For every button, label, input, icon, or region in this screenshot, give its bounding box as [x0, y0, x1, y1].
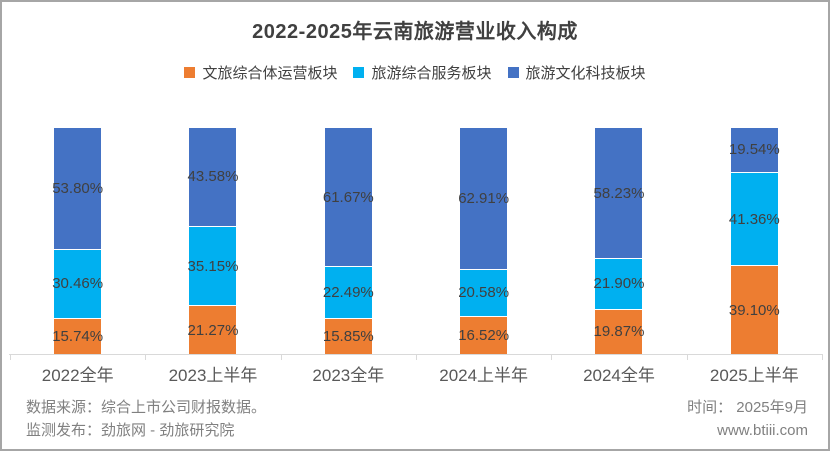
data-label: 43.58%: [187, 168, 239, 186]
bar-group: 62.91% 20.58% 16.52%: [416, 128, 551, 354]
legend-item: 文旅综合体运营板块: [184, 62, 337, 83]
legend-item: 旅游文化科技板块: [507, 62, 646, 83]
axis-tick: [416, 354, 417, 360]
bar-segment-旅游综合服务板块: 30.46%: [52, 249, 104, 318]
bar-segment-旅游文化科技板块: 53.80%: [52, 128, 104, 249]
bar-group: 58.23% 21.90% 19.87%: [551, 128, 686, 354]
stacked-bar: 61.67% 22.49% 15.85%: [322, 128, 374, 354]
legend: 文旅综合体运营板块 旅游综合服务板块 旅游文化科技板块: [2, 62, 828, 83]
bar-segment-文旅综合体运营板块: 21.27%: [187, 306, 239, 354]
data-label: 19.87%: [593, 323, 645, 341]
data-label: 35.15%: [187, 257, 239, 275]
bar-group: 43.58% 35.15% 21.27%: [145, 128, 280, 354]
data-label: 15.85%: [322, 327, 374, 345]
legend-label: 文旅综合体运营板块: [202, 65, 338, 82]
legend-label: 旅游文化科技板块: [525, 65, 646, 82]
bar-segment-旅游综合服务板块: 35.15%: [187, 226, 239, 306]
category-axis: 2022全年 2023上半年 2023全年 2024上半年 2024全年 2025上半年: [10, 361, 822, 386]
category-label: 2023全年: [312, 366, 385, 385]
bar-segment-文旅综合体运营板块: 19.87%: [593, 309, 645, 354]
bar-segment-旅游文化科技板块: 58.23%: [593, 128, 645, 259]
category-label: 2023上半年: [168, 366, 258, 385]
data-label: 58.23%: [593, 184, 645, 202]
bar-segment-旅游文化科技板块: 61.67%: [322, 128, 374, 267]
stacked-bar: 43.58% 35.15% 21.27%: [187, 128, 239, 354]
data-label: 21.90%: [593, 275, 645, 293]
axis-tick: [280, 354, 282, 360]
bar-segment-旅游综合服务板块: 41.36%: [728, 172, 780, 266]
axis-tick: [10, 354, 11, 360]
bar-segment-旅游综合服务板块: 22.49%: [322, 267, 374, 318]
data-source-line: 数据来源：综合上市公司财报数据。: [26, 399, 267, 416]
bar-group: 61.67% 22.49% 15.85%: [281, 128, 416, 354]
category-label: 2022全年: [41, 366, 114, 385]
bar-segment-旅游文化科技板块: 19.54%: [728, 128, 780, 172]
data-label: 20.58%: [458, 284, 510, 302]
bar-group: 19.54% 41.36% 39.10%: [687, 128, 822, 354]
bar-segment-旅游综合服务板块: 21.90%: [593, 259, 645, 309]
data-label: 41.36%: [728, 210, 780, 228]
category-label: 2024上半年: [439, 366, 529, 385]
bar-segment-文旅综合体运营板块: 16.52%: [458, 317, 510, 354]
data-label: 21.27%: [187, 321, 239, 339]
axis-tick: [822, 354, 823, 360]
bar-segment-旅游文化科技板块: 43.58%: [187, 128, 239, 226]
bar-segment-旅游文化科技板块: 62.91%: [458, 128, 510, 269]
time-label: 时间： 2025年9月: [687, 399, 808, 416]
data-label: 15.74%: [52, 327, 104, 345]
legend-label: 旅游综合服务板块: [371, 65, 492, 82]
data-label: 61.67%: [322, 188, 374, 206]
data-label: 39.10%: [728, 301, 780, 319]
data-label: 62.91%: [458, 189, 510, 207]
axis-tick: [551, 354, 553, 360]
website-label: www.btiii.com: [717, 422, 808, 439]
data-label: 16.52%: [458, 327, 510, 344]
bar-group: 53.80% 30.46% 15.74%: [10, 128, 145, 354]
stacked-bar: 62.91% 20.58% 16.52%: [458, 128, 510, 354]
category-label: 2025上半年: [709, 366, 799, 385]
legend-swatch-icon: [507, 67, 519, 78]
footer-source: 数据来源：综合上市公司财报数据。 监测发布：劲旅网 - 劲旅研究院: [26, 396, 266, 442]
axis-tick: [686, 354, 688, 360]
stacked-bar: 19.54% 41.36% 39.10%: [728, 128, 780, 354]
chart-title: 2022-2025年云南旅游营业收入构成: [252, 21, 578, 43]
data-label: 30.46%: [52, 275, 104, 293]
stacked-bar: 58.23% 21.90% 19.87%: [593, 128, 645, 354]
bar-segment-文旅综合体运营板块: 15.85%: [322, 318, 374, 354]
bar-segment-文旅综合体运营板块: 15.74%: [52, 318, 104, 354]
legend-swatch-icon: [184, 67, 196, 78]
plot-area: 53.80% 30.46% 15.74% 43.58% 35.15% 21.27% 61.6…: [10, 128, 822, 354]
category-label: 2024全年: [583, 366, 655, 385]
bar-segment-文旅综合体运营板块: 39.10%: [728, 266, 780, 354]
legend-item: 旅游综合服务板块: [353, 62, 492, 83]
data-label: 22.49%: [322, 283, 374, 301]
data-label: 53.80%: [52, 179, 104, 197]
stacked-bar: 53.80% 30.46% 15.74%: [52, 128, 104, 354]
axis-tick: [145, 354, 147, 360]
publisher-line: 监测发布：劲旅网 - 劲旅研究院: [26, 422, 235, 439]
legend-swatch-icon: [353, 67, 365, 78]
bar-segment-旅游综合服务板块: 20.58%: [458, 269, 510, 316]
data-label: 19.54%: [728, 141, 780, 159]
footer-meta: 时间： 2025年9月 www.btiii.com: [687, 396, 808, 442]
